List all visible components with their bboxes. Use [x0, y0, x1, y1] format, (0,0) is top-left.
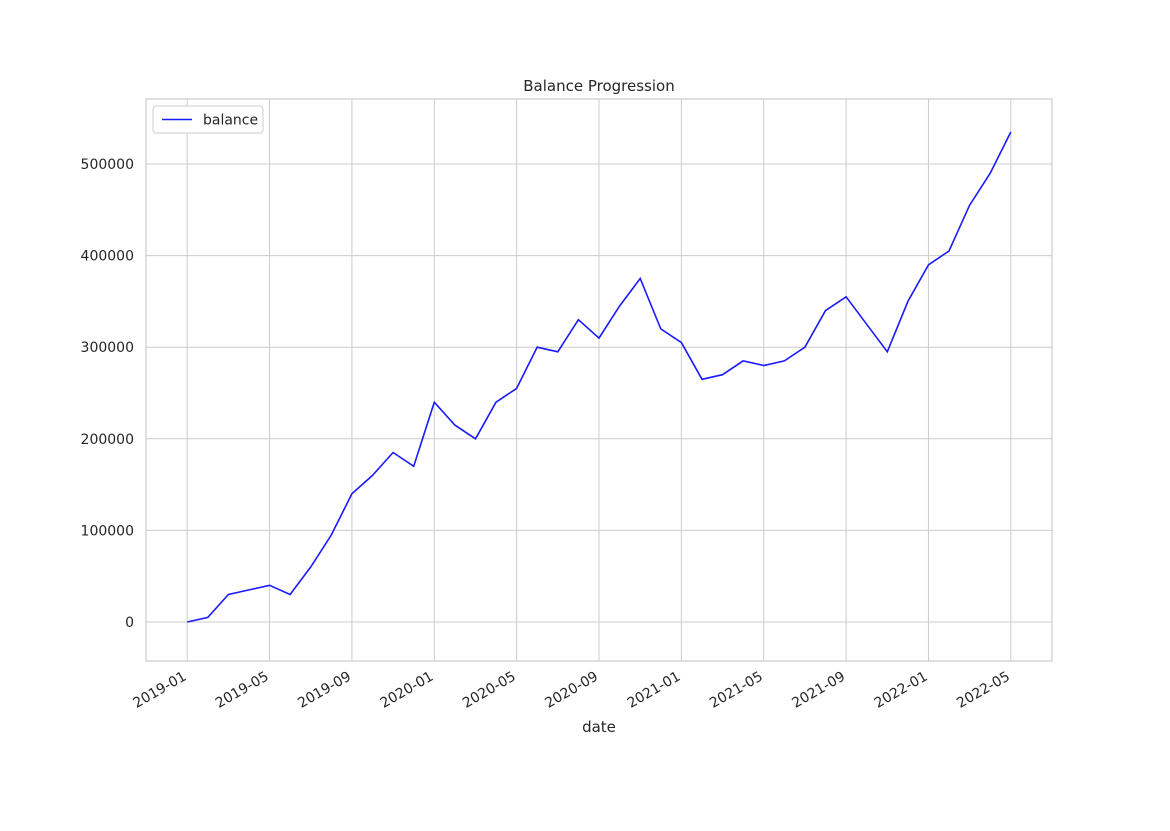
x-tick-label: 2019-01 [131, 669, 190, 712]
y-tick-label: 500000 [81, 157, 134, 173]
x-tick-label: 2021-05 [707, 669, 766, 712]
y-tick-label: 100000 [81, 523, 134, 539]
chart-title: Balance Progression [523, 77, 674, 95]
x-tick-label: 2022-01 [872, 669, 931, 712]
y-tick-label: 200000 [81, 432, 134, 448]
legend: balance [152, 105, 264, 134]
x-tick-label: 2020-09 [542, 669, 601, 712]
x-tick-label: 2021-01 [625, 669, 684, 712]
line-series [187, 131, 1012, 623]
x-tick-label: 2020-05 [460, 669, 519, 712]
legend-box [152, 105, 264, 134]
x-tick-label: 2022-05 [954, 669, 1013, 712]
x-tick-label: 2019-05 [213, 669, 272, 712]
x-axis-label: date [582, 718, 616, 736]
x-tick-label: 2021-09 [789, 669, 848, 712]
x-tick-label: 2020-01 [378, 669, 437, 712]
plot-frame [145, 98, 1053, 662]
legend-label: balance [203, 113, 258, 129]
y-tick-label: 400000 [81, 249, 134, 265]
y-tick-label: 0 [125, 615, 134, 631]
y-tick-label: 300000 [81, 340, 134, 356]
x-tick-label: 2019-09 [295, 669, 354, 712]
